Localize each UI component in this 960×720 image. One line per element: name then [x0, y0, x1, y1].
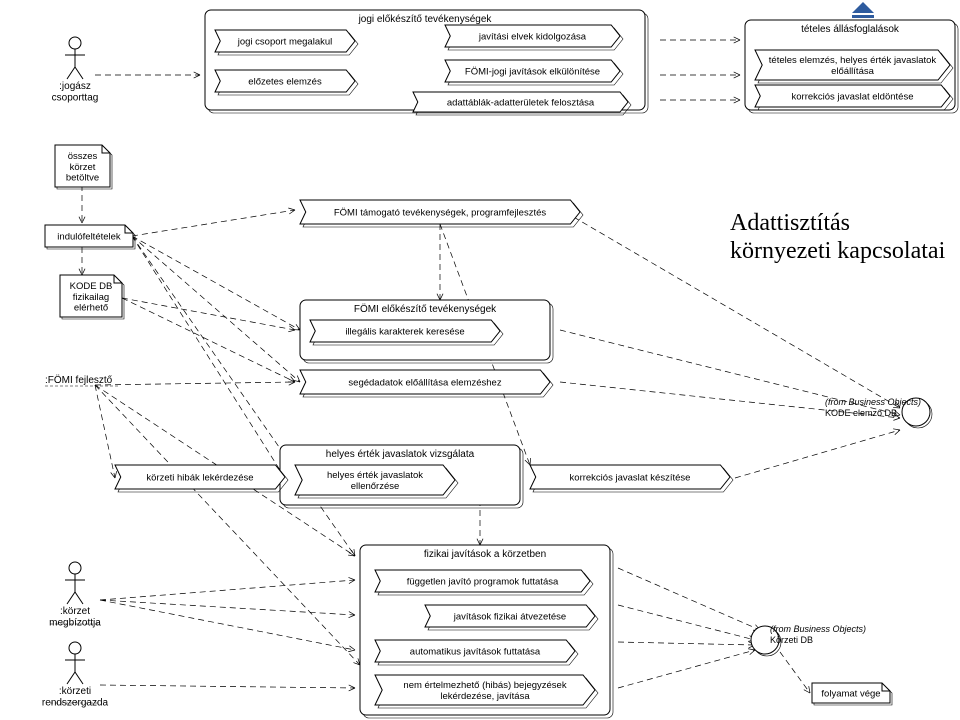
- svg-text:javítási elvek kidolgozása: javítási elvek kidolgozása: [478, 31, 587, 42]
- svg-text:(from Business Objects)Körzeti: (from Business Objects)Körzeti DB: [770, 624, 866, 645]
- svg-text:FÖMI-jogi javítások elkülöníté: FÖMI-jogi javítások elkülönítése: [465, 66, 600, 77]
- svg-text:független javító programok fut: független javító programok futtatása: [407, 576, 559, 587]
- svg-text:indulófeltételek: indulófeltételek: [57, 231, 121, 242]
- svg-text:FÖMI előkészítő tevékenységek: FÖMI előkészítő tevékenységek: [354, 303, 497, 315]
- svg-text::körzetmegbízottja: :körzetmegbízottja: [49, 606, 101, 629]
- svg-text:összeskörzetbetöltve: összeskörzetbetöltve: [66, 151, 99, 184]
- svg-text::körzetirendszergazda: :körzetirendszergazda: [42, 686, 109, 709]
- svg-text:javítások fizikai átvezetése: javítások fizikai átvezetése: [453, 611, 566, 622]
- svg-text:jogi előkészítő tevékenységek: jogi előkészítő tevékenységek: [358, 14, 493, 25]
- diagram-svg: jogi előkészítő tevékenységek jogi csopor…: [0, 0, 960, 720]
- svg-text:Adattisztításkörnyezeti kapcso: Adattisztításkörnyezeti kapcsolatai: [730, 210, 946, 264]
- svg-text:korrekciós javaslat eldöntése: korrekciós javaslat eldöntése: [792, 91, 914, 102]
- svg-text:automatikus javítások futtatás: automatikus javítások futtatása: [410, 646, 541, 657]
- svg-text:jogi csoport megalakul: jogi csoport megalakul: [237, 36, 333, 47]
- svg-text:segédadatok előállítása elemzé: segédadatok előállítása elemzéshez: [348, 377, 501, 388]
- svg-text::FÖMI fejlesztő: :FÖMI fejlesztő: [45, 374, 113, 386]
- svg-text:körzeti hibák lekérdezése: körzeti hibák lekérdezése: [146, 472, 253, 483]
- svg-text:KODE DBfizikailagelérhető: KODE DBfizikailagelérhető: [70, 281, 113, 314]
- svg-text:helyes érték javaslatok vizsgá: helyes érték javaslatok vizsgálata: [326, 449, 475, 460]
- svg-text:tételes állásfoglalások: tételes állásfoglalások: [801, 24, 900, 35]
- svg-text:előzetes elemzés: előzetes elemzés: [248, 76, 322, 87]
- svg-text:folyamat vége: folyamat vége: [821, 688, 880, 699]
- svg-text:fizikai javítások a körzetben: fizikai javítások a körzetben: [424, 549, 546, 560]
- svg-text:adattáblák-adatterületek felos: adattáblák-adatterületek felosztása: [447, 97, 595, 108]
- diagram-stage: jogi előkészítő tevékenységek jogi csopor…: [0, 0, 960, 720]
- svg-text:korrekciós javaslat készítése: korrekciós javaslat készítése: [570, 472, 691, 483]
- svg-text::jogászcsoporttag: :jogászcsoporttag: [52, 81, 99, 104]
- svg-text:illegális karakterek keresése: illegális karakterek keresése: [345, 326, 464, 337]
- svg-text:FÖMI támogató tevékenységek, p: FÖMI támogató tevékenységek, programfejl…: [334, 207, 547, 218]
